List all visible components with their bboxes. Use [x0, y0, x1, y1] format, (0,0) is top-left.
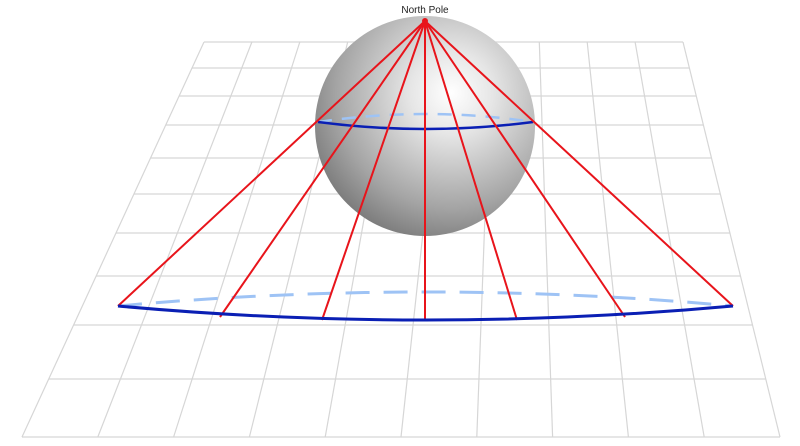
- projection-line: [424, 20, 734, 307]
- projected-circle-front: [117, 304, 734, 322]
- projection-lines: [117, 20, 734, 321]
- north-pole-label: North Pole: [401, 5, 449, 16]
- grid-line-vertical: [586, 41, 629, 438]
- grid-line-vertical: [173, 41, 301, 438]
- grid-line-vertical: [97, 41, 253, 438]
- grid-line-vertical: [21, 41, 205, 438]
- north-pole-point: [422, 18, 428, 24]
- projection-line: [117, 20, 426, 307]
- projection-line: [424, 20, 518, 321]
- grid-line-vertical: [538, 41, 554, 438]
- projection-line: [424, 20, 626, 318]
- grid-plane: [21, 41, 781, 438]
- projection-line: [321, 20, 426, 321]
- grid-line-vertical: [682, 41, 781, 438]
- projection-line: [219, 20, 426, 318]
- grid-line-vertical: [634, 41, 705, 438]
